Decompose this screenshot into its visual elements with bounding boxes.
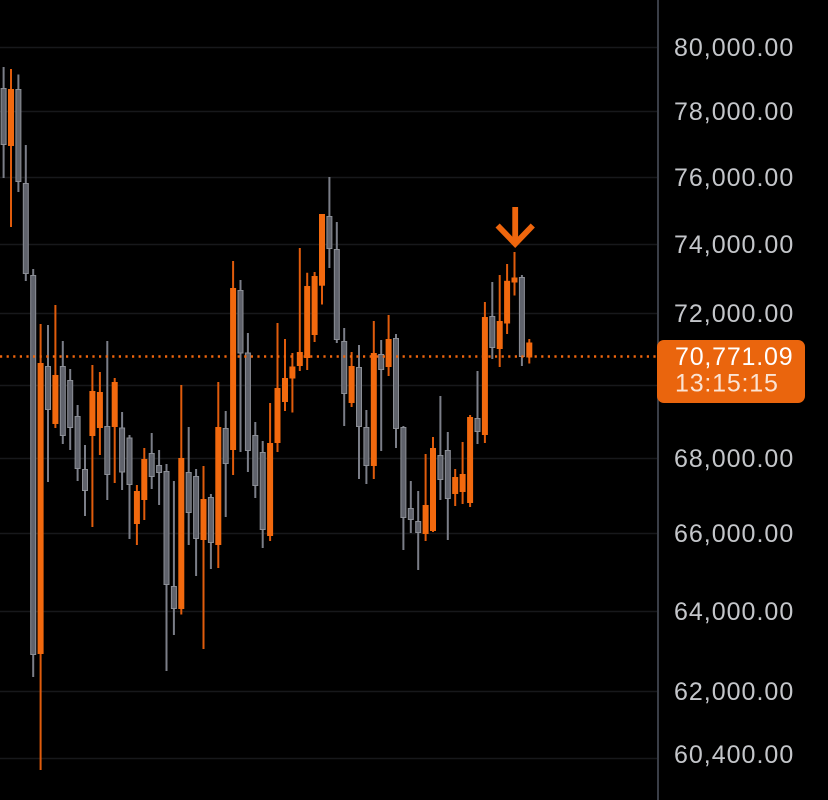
svg-text:70,771.09: 70,771.09 xyxy=(675,343,793,371)
svg-text:64,000.00: 64,000.00 xyxy=(674,598,794,626)
svg-text:66,000.00: 66,000.00 xyxy=(674,520,794,548)
svg-text:60,400.00: 60,400.00 xyxy=(674,741,794,769)
svg-text:80,000.00: 80,000.00 xyxy=(674,34,794,62)
svg-text:62,000.00: 62,000.00 xyxy=(674,678,794,706)
svg-text:68,000.00: 68,000.00 xyxy=(674,445,794,473)
svg-text:72,000.00: 72,000.00 xyxy=(674,300,794,328)
svg-text:78,000.00: 78,000.00 xyxy=(674,98,794,126)
svg-text:13:15:15: 13:15:15 xyxy=(675,370,779,398)
svg-text:74,000.00: 74,000.00 xyxy=(674,231,794,259)
svg-text:76,000.00: 76,000.00 xyxy=(674,164,794,192)
